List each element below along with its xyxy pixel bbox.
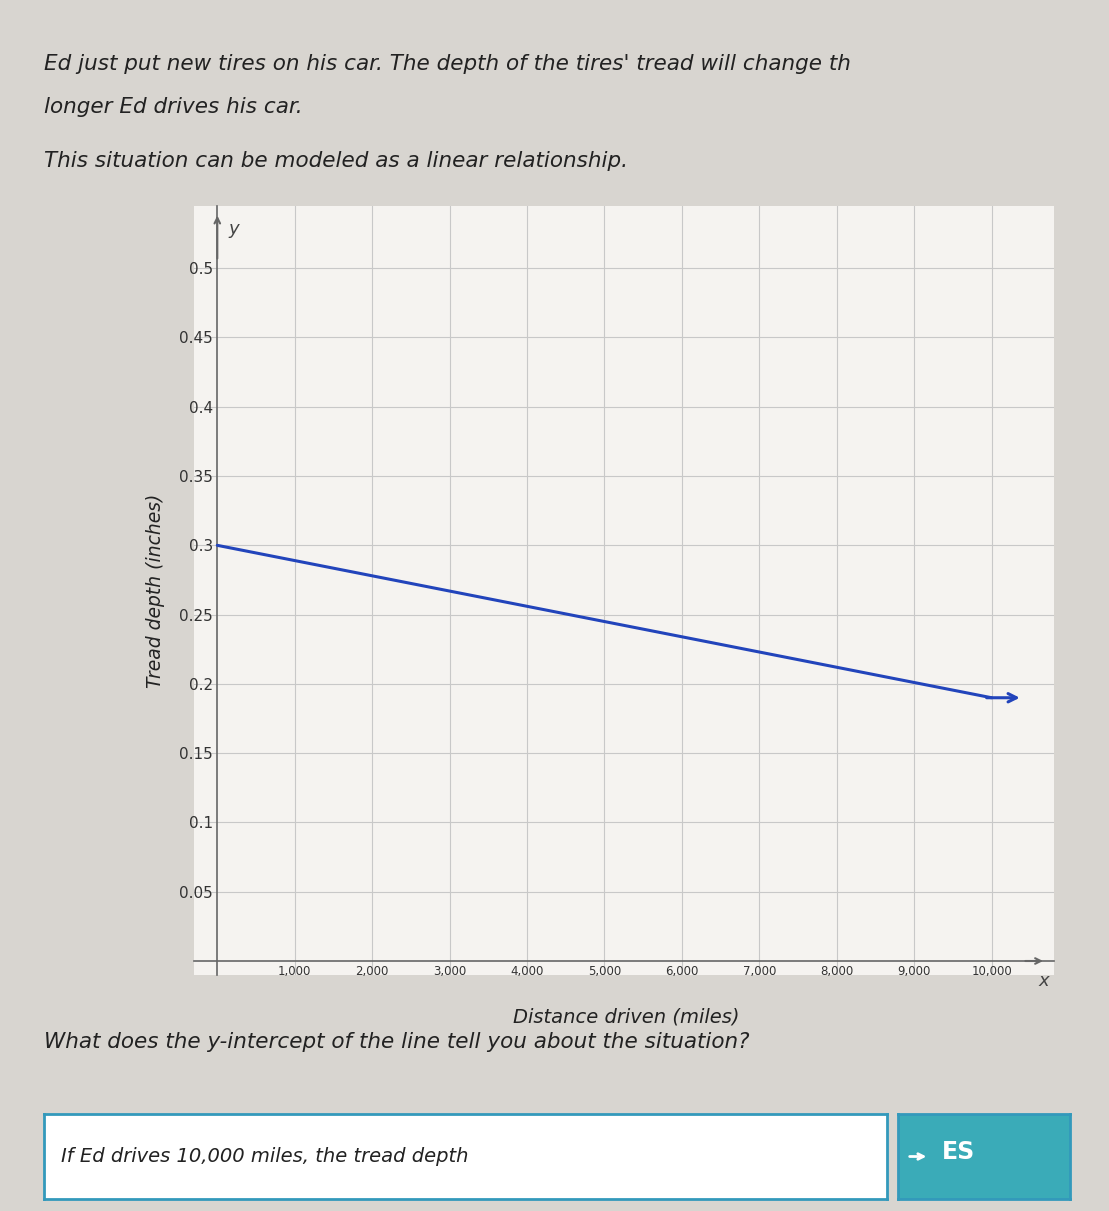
Text: Distance driven (miles): Distance driven (miles): [513, 1008, 740, 1027]
Text: ES: ES: [942, 1141, 975, 1164]
Text: What does the y-intercept of the line tell you about the situation?: What does the y-intercept of the line te…: [44, 1032, 750, 1052]
Text: x: x: [1038, 972, 1049, 989]
Text: This situation can be modeled as a linear relationship.: This situation can be modeled as a linea…: [44, 151, 629, 172]
Text: y: y: [228, 219, 240, 237]
Text: Ed just put new tires on his car. The depth of the tires' tread will change th: Ed just put new tires on his car. The de…: [44, 54, 852, 75]
Text: If Ed drives 10,000 miles, the tread depth: If Ed drives 10,000 miles, the tread dep…: [61, 1147, 469, 1166]
Text: longer Ed drives his car.: longer Ed drives his car.: [44, 97, 303, 117]
Y-axis label: Tread depth (inches): Tread depth (inches): [146, 493, 165, 688]
